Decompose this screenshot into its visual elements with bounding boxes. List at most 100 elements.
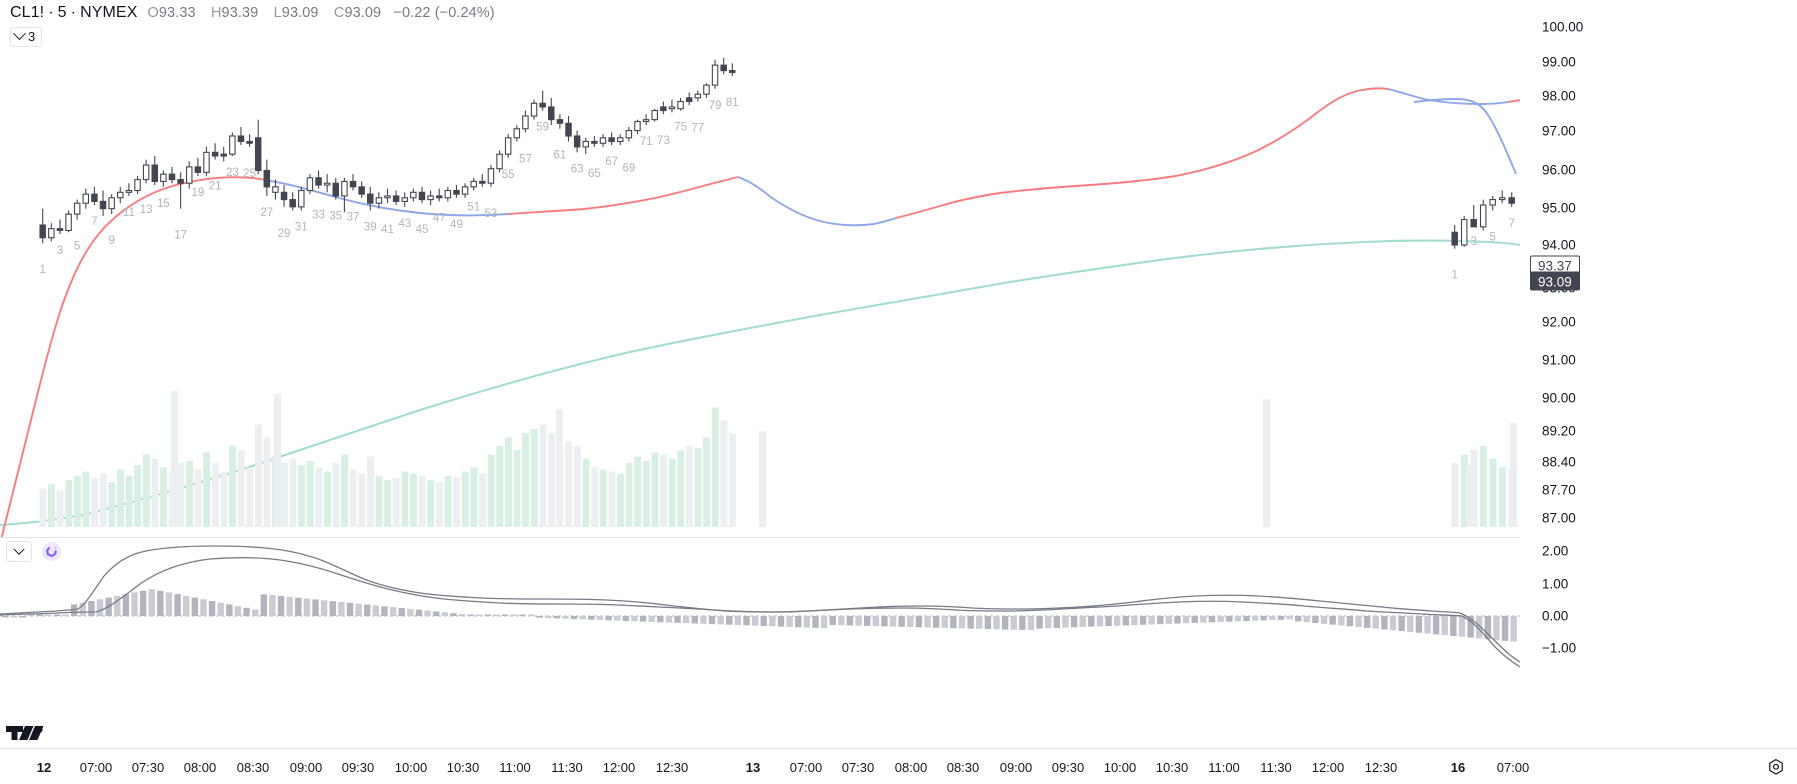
candle-down: [1470, 219, 1477, 228]
volume-bar-up: [82, 471, 90, 527]
tradingview-logo-glyph: [6, 725, 44, 740]
macd-hist-positive: [527, 614, 535, 616]
macd-hist-negative: [1424, 616, 1431, 634]
ma-short-line-falling-3: [1387, 88, 1509, 105]
volume-bar-down: [539, 424, 547, 527]
candle-down: [435, 195, 443, 199]
volume-bar-down: [151, 458, 159, 527]
macd-hist-negative: [596, 616, 604, 621]
candle-up: [125, 189, 133, 193]
candle-up: [160, 173, 167, 182]
bar-number-label: 63: [571, 163, 584, 175]
volume-bar-up: [1479, 445, 1487, 527]
macd-hist-negative: [1148, 616, 1155, 625]
bar-number-label: 69: [622, 162, 635, 174]
macd-hist-negative: [812, 616, 819, 628]
macd-hist-negative: [1389, 616, 1397, 631]
price-axis[interactable]: 100.00 99.00 98.00 97.00 96.00 95.00 94.00 93.0…: [1520, 0, 1797, 668]
volume-bar-down: [685, 445, 693, 527]
candle-up: [642, 119, 650, 123]
macd-hist-positive: [70, 604, 78, 616]
macd-hist-negative: [846, 616, 854, 626]
macd-hist-negative: [553, 616, 561, 619]
volume-bar-down: [237, 450, 245, 527]
volume-series: [39, 391, 1517, 527]
volume-bar-up: [651, 452, 659, 527]
ma-short-line-falling-2: [737, 176, 897, 227]
candlestick-series: [39, 57, 1515, 249]
macd-hist-positive: [165, 592, 173, 616]
volume-bar-spike: [274, 394, 281, 527]
bar-number-label: 53: [485, 208, 498, 220]
macd-hist-negative: [1045, 616, 1052, 629]
macd-hist-negative: [1027, 616, 1035, 631]
tradingview-logo-icon[interactable]: [6, 720, 50, 746]
time-axis-tick: 08:00: [894, 760, 928, 775]
candle-up: [444, 189, 452, 199]
macd-hist-negative: [1200, 616, 1207, 623]
macd-hist-negative: [1139, 616, 1147, 625]
bar-number-label: 65: [588, 168, 601, 180]
macd-hist-negative: [1019, 616, 1026, 630]
macd-hist-negative: [751, 616, 759, 626]
macd-hist-positive: [286, 596, 293, 616]
candle-down: [556, 119, 564, 124]
macd-collapse-button[interactable]: [6, 541, 32, 562]
candle-down: [392, 195, 400, 202]
bar-number-label: 1: [39, 264, 45, 276]
time-axis-tick: 07:30: [841, 760, 875, 775]
macd-hist-negative: [743, 616, 750, 626]
macd-hist-negative: [984, 616, 992, 630]
macd-hist-positive: [45, 614, 52, 616]
macd-hist-negative: [760, 616, 767, 626]
volume-bar-up: [513, 450, 521, 527]
macd-hist-positive: [96, 599, 104, 616]
volume-bar-up: [203, 452, 211, 527]
volume-bar-down: [366, 456, 374, 527]
macd-hist-negative: [1217, 616, 1224, 622]
time-axis-tick: 10:00: [394, 760, 428, 775]
macd-hist-positive: [441, 612, 449, 616]
price-pane[interactable]: 1 3 5 7 9 11 13 15 17 19 21 23 25 27 29 31 33 35 37 39 41 43 4…: [0, 0, 1520, 537]
macd-hist-negative: [915, 616, 923, 628]
price-axis-tick: 96.00: [1542, 162, 1576, 178]
loading-spinner-icon[interactable]: [42, 542, 61, 561]
volume-bar-up: [487, 454, 495, 527]
axis-settings-icon[interactable]: [1765, 756, 1787, 778]
volume-bar-down: [1451, 463, 1459, 527]
candle-up: [298, 189, 305, 208]
candle-down: [39, 224, 46, 239]
macd-pane[interactable]: [0, 538, 1520, 668]
candle-up: [1489, 199, 1496, 206]
volume-bar-up: [134, 465, 142, 527]
macd-hist-positive: [243, 607, 250, 616]
time-axis[interactable]: 12 07:00 07:30 08:00 08:30 09:00 09:30 10:00 10:…: [0, 748, 1797, 784]
macd-hist-negative: [1096, 616, 1104, 627]
macd-hist-positive: [251, 609, 259, 616]
volume-bar-up: [582, 458, 590, 527]
candle-down: [573, 135, 581, 148]
volume-bar-up: [711, 407, 719, 527]
candle-down: [177, 179, 184, 184]
macd-hist-negative: [10, 616, 18, 618]
candle-down: [280, 191, 288, 201]
candle-up: [1460, 219, 1468, 246]
volume-bar-up: [125, 475, 133, 527]
pane-divider[interactable]: [0, 537, 1520, 538]
volume-bar-down: [418, 475, 426, 527]
macd-hist-negative: [777, 616, 785, 627]
volume-bar-up: [142, 454, 150, 527]
candle-up: [711, 64, 719, 86]
indicator-collapse-button[interactable]: 3: [10, 27, 43, 47]
macd-hist-positive: [183, 595, 190, 616]
volume-bar-up: [634, 456, 642, 527]
macd-hist-negative: [1088, 616, 1095, 627]
macd-hist-negative: [1476, 616, 1483, 639]
macd-hist-negative: [950, 616, 957, 629]
macd-hist-negative: [881, 616, 888, 627]
bar-number-label: 41: [381, 224, 394, 236]
bar-number-label: 33: [312, 210, 325, 222]
ma-short-line-rising-3: [895, 87, 1389, 219]
candle-down: [263, 169, 271, 188]
